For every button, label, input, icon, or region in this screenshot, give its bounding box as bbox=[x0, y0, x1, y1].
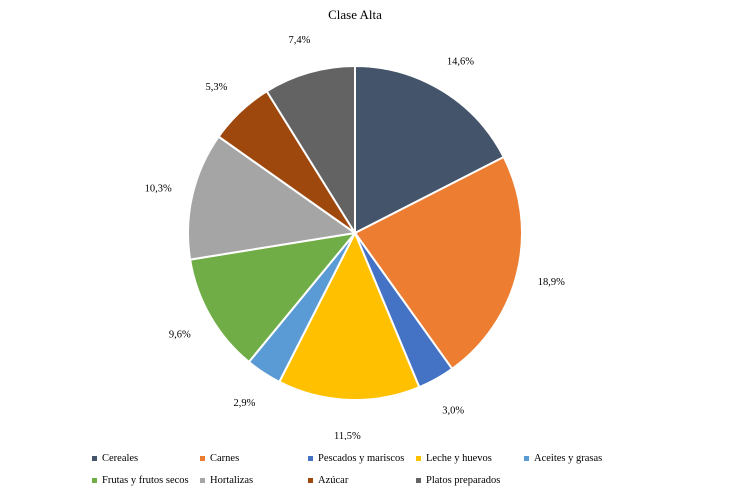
chart-title: Clase Alta bbox=[328, 7, 382, 22]
legend-item-pescados-y-mariscos: Pescados y mariscos bbox=[308, 453, 416, 464]
legend: Cereales Carnes Pescados y mariscos Lech… bbox=[92, 447, 732, 491]
legend-swatch bbox=[308, 455, 313, 461]
pie-slice-carnes bbox=[353, 155, 523, 371]
data-label: 11,5% bbox=[334, 431, 361, 440]
legend-label: Frutas y frutos secos bbox=[102, 474, 189, 486]
pie-slices bbox=[187, 64, 523, 401]
pie-slice-frutas-y-frutos-secos bbox=[188, 231, 358, 364]
legend-label: Hortalizas bbox=[210, 474, 254, 486]
data-labels: 14,6% 18,9% 3,0% 11,5% 2,9% 9,6% 10,3% 5,3% 7,4% bbox=[145, 35, 565, 440]
pie-slice-cereales bbox=[354, 64, 506, 235]
data-label: 2,9% bbox=[233, 398, 255, 409]
data-label: 7,4% bbox=[289, 35, 311, 46]
legend-swatch bbox=[524, 455, 529, 461]
legend-swatch bbox=[200, 455, 205, 461]
pie-slice-leche-y-huevos bbox=[277, 230, 421, 401]
pie-slice-hortalizas bbox=[187, 135, 358, 261]
legend-row-2: Frutas y frutos secos Hortalizas Azúcar … bbox=[92, 469, 732, 491]
data-label: 14,6% bbox=[447, 57, 474, 68]
legend-label: Carnes bbox=[210, 452, 240, 464]
legend-swatch bbox=[308, 477, 313, 483]
legend-label: Aceites y grasas bbox=[534, 452, 603, 464]
legend-item-cereales: Cereales bbox=[92, 453, 200, 464]
legend-item-aceites-y-grasas: Aceites y grasas bbox=[524, 453, 632, 464]
legend-item-azucar: Azúcar bbox=[308, 475, 416, 486]
legend-label: Leche y huevos bbox=[426, 452, 492, 464]
data-label: 18,9% bbox=[538, 277, 565, 288]
legend-swatch bbox=[92, 477, 97, 483]
data-label: 3,0% bbox=[442, 405, 464, 416]
legend-label: Cereales bbox=[102, 452, 139, 464]
pie-slice-platos-preparados bbox=[265, 64, 356, 237]
legend-item-hortalizas: Hortalizas bbox=[200, 475, 308, 486]
data-label: 10,3% bbox=[145, 183, 172, 194]
legend-swatch bbox=[92, 455, 97, 461]
legend-label: Pescados y mariscos bbox=[318, 452, 405, 464]
legend-item-frutas-y-frutos-secos: Frutas y frutos secos bbox=[92, 475, 200, 486]
legend-item-platos-preparados: Platos preparados bbox=[416, 475, 524, 486]
data-label: 9,6% bbox=[169, 330, 191, 341]
legend-row-1: Cereales Carnes Pescados y mariscos Lech… bbox=[92, 447, 732, 469]
data-label: 5,3% bbox=[205, 82, 227, 93]
legend-swatch bbox=[200, 477, 205, 483]
legend-item-leche-y-huevos: Leche y huevos bbox=[416, 453, 524, 464]
legend-swatch bbox=[416, 455, 421, 461]
legend-item-carnes: Carnes bbox=[200, 453, 308, 464]
legend-swatch bbox=[416, 477, 421, 483]
pie-chart: Clase Alta 14,6% 18,9% 3,0% 11,5% 2,9% 9,6% 10… bbox=[145, 7, 565, 440]
legend-label: Platos preparados bbox=[426, 474, 501, 486]
legend-label: Azúcar bbox=[318, 474, 349, 486]
